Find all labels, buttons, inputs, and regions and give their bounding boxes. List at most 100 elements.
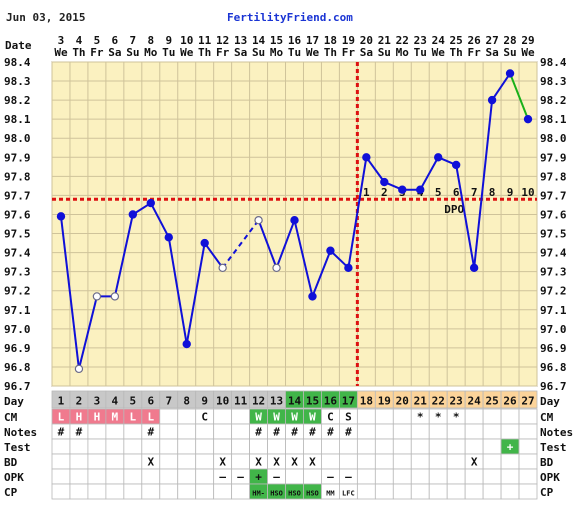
- test-cell: [464, 438, 484, 455]
- bd-cell: [105, 453, 125, 470]
- day-row-label-right: Day: [540, 395, 560, 408]
- cp-cell: [446, 483, 466, 500]
- weekday-label: Sa: [485, 46, 498, 59]
- cp-row-label-right: CP: [540, 486, 554, 499]
- dpo-number: 9: [507, 186, 514, 199]
- cp-cell: [392, 483, 412, 500]
- temp-point[interactable]: [290, 215, 299, 225]
- cm-value: *: [417, 411, 424, 424]
- weekday-label: Fr: [342, 46, 356, 59]
- temp-point[interactable]: [218, 263, 227, 273]
- day-value: 14: [288, 395, 302, 408]
- day-value: 13: [270, 395, 283, 408]
- temp-point[interactable]: [254, 215, 263, 225]
- y-tick-right: 98.2: [540, 94, 567, 107]
- temp-point[interactable]: [398, 185, 407, 194]
- temp-point[interactable]: [56, 212, 66, 221]
- y-tick-right: 98.4: [540, 56, 567, 69]
- y-tick-right: 97.9: [540, 151, 567, 164]
- cm-cell: [356, 408, 376, 425]
- temp-point[interactable]: [182, 339, 191, 349]
- test-value: +: [507, 441, 514, 454]
- temp-point[interactable]: [434, 153, 443, 162]
- date-label: 4: [76, 34, 83, 47]
- day-cell: [518, 390, 538, 409]
- temp-point[interactable]: [110, 292, 120, 301]
- cp-cell: [428, 483, 448, 500]
- temp-point[interactable]: [362, 153, 371, 162]
- temp-point[interactable]: [344, 263, 353, 273]
- temp-point[interactable]: [469, 263, 479, 273]
- bd-cell: [518, 453, 538, 470]
- y-tick-left: 97.0: [4, 323, 31, 336]
- y-tick-left: 96.8: [4, 361, 31, 374]
- test-cell: [105, 438, 125, 455]
- opk-value: +: [255, 471, 262, 484]
- date-label: 8: [147, 34, 154, 47]
- bd-value: X: [255, 456, 262, 469]
- test-cell: [249, 438, 268, 455]
- dpo-number: 10: [521, 186, 534, 199]
- weekday-label: Sa: [360, 46, 373, 59]
- date-label: 15: [270, 34, 283, 47]
- temp-segment: [275, 219, 296, 269]
- cm-value: L: [130, 411, 137, 424]
- cm-value: H: [76, 411, 83, 424]
- date-label: 13: [234, 34, 247, 47]
- temp-point[interactable]: [146, 198, 155, 208]
- test-cell: [374, 438, 394, 455]
- opk-row-label-right: OPK: [540, 471, 560, 484]
- cp-cell: [69, 483, 89, 500]
- notes-value: #: [255, 426, 262, 439]
- opk-value: –: [219, 471, 226, 484]
- cm-row-label-right: CM: [540, 411, 554, 424]
- dpo-number: 7: [471, 186, 478, 199]
- temp-point[interactable]: [272, 263, 281, 273]
- weekday-label: Tu: [288, 46, 301, 59]
- test-cell: [339, 438, 358, 455]
- temp-point[interactable]: [200, 238, 209, 248]
- y-tick-left: 97.4: [4, 247, 31, 260]
- date-label: 25: [450, 34, 463, 47]
- temp-point[interactable]: [92, 292, 102, 301]
- cm-value: L: [147, 411, 154, 424]
- cm-cell: [231, 408, 250, 425]
- temp-point[interactable]: [164, 233, 173, 242]
- y-tick-right: 98.3: [540, 75, 567, 88]
- weekday-label: Fr: [216, 46, 230, 59]
- bd-value: X: [147, 456, 154, 469]
- temp-point[interactable]: [308, 292, 317, 301]
- temp-point[interactable]: [326, 246, 335, 255]
- temp-point[interactable]: [380, 177, 389, 187]
- notes-cell: [482, 423, 502, 440]
- temp-point[interactable]: [487, 95, 497, 105]
- cm-value: *: [435, 411, 442, 424]
- notes-cell: [410, 423, 430, 440]
- test-cell: [87, 438, 107, 455]
- notes-cell: [213, 423, 233, 440]
- temp-segment: [59, 216, 80, 369]
- site-link[interactable]: FertilityFriend.com: [227, 11, 353, 24]
- temp-point[interactable]: [128, 210, 138, 219]
- bd-row-label: BD: [4, 456, 18, 469]
- test-cell: [518, 438, 538, 455]
- temp-point[interactable]: [74, 364, 84, 374]
- date-row-label: Date: [5, 39, 32, 52]
- date-label: 22: [396, 34, 409, 47]
- temp-segment: [203, 242, 224, 269]
- date-label: 21: [378, 34, 392, 47]
- day-value: 26: [503, 395, 517, 408]
- day-value: 19: [378, 395, 391, 408]
- temp-point[interactable]: [416, 185, 425, 194]
- temp-point[interactable]: [451, 160, 461, 170]
- temp-segment: [473, 100, 494, 268]
- cp-value: HSO: [288, 490, 301, 498]
- test-cell: [482, 438, 502, 455]
- cm-value: W: [255, 411, 262, 424]
- temp-point[interactable]: [523, 114, 533, 124]
- temp-point[interactable]: [505, 69, 515, 78]
- date-label: 24: [432, 34, 446, 47]
- weekday-label: Sa: [234, 46, 247, 59]
- y-tick-left: 96.7: [4, 380, 31, 393]
- bd-cell: [356, 453, 376, 470]
